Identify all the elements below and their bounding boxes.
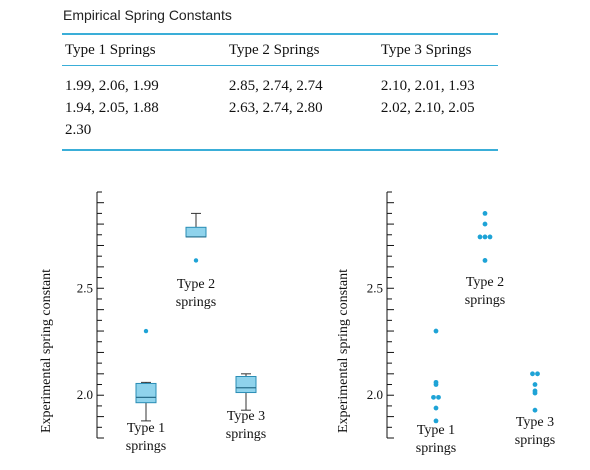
data-point <box>532 388 538 394</box>
group-label: springs <box>126 439 166 454</box>
y-tick-label: 2.5 <box>77 280 93 295</box>
header-type1: Type 1 Springs <box>65 41 156 58</box>
data-point <box>530 371 535 377</box>
group-label: springs <box>465 293 505 308</box>
group-label: springs <box>226 427 266 442</box>
group-label: springs <box>176 295 216 310</box>
table-caption: Empirical Spring Constants <box>63 7 232 23</box>
header-type3: Type 3 Springs <box>380 41 472 58</box>
data-point <box>482 210 488 216</box>
table-row: 1.99, 2.06, 1.99 1.94, 2.05, 1.88 2.30 2… <box>62 66 498 149</box>
spring-constants-table: Type 1 Springs Type 2 Springs Type 3 Spr… <box>62 33 498 151</box>
y-tick-label: 2.0 <box>367 387 383 402</box>
table-header-rule <box>62 65 498 66</box>
box-iqr <box>135 382 157 404</box>
group-label: Type 2 <box>466 275 504 290</box>
outlier-point <box>143 328 149 334</box>
data-point <box>433 405 439 411</box>
box-iqr <box>235 376 257 394</box>
group-label: Type 3 <box>516 415 554 430</box>
group-label: Type 2 <box>177 277 215 292</box>
cell-type3-values: 2.10, 2.01, 1.93 2.02, 2.10, 2.05 <box>380 78 475 116</box>
table-header-row: Type 1 Springs Type 2 Springs Type 3 Spr… <box>62 35 498 65</box>
group-label: springs <box>416 441 456 456</box>
outlier-point <box>193 258 199 263</box>
data-point <box>482 258 488 263</box>
data-point <box>477 234 483 240</box>
box-iqr <box>185 226 207 238</box>
data-point <box>436 394 441 400</box>
data-point <box>487 234 493 240</box>
data-point <box>433 382 439 387</box>
table-top-rule <box>62 33 498 35</box>
y-tick-label: 2.5 <box>367 280 383 295</box>
header-type2: Type 2 Springs <box>228 41 320 58</box>
data-point <box>433 418 439 424</box>
y-tick-label: 2.0 <box>77 387 93 402</box>
data-point <box>433 328 439 334</box>
data-point <box>482 221 488 227</box>
group-label: Type 1 <box>127 421 165 436</box>
cell-type1-values: 1.99, 2.06, 1.99 1.94, 2.05, 1.88 2.30 <box>65 78 159 138</box>
cell-type2-values: 2.85, 2.74, 2.74 2.63, 2.74, 2.80 <box>228 78 323 116</box>
y-axis-label: Experimental spring constant <box>336 269 351 433</box>
table-bottom-rule <box>62 149 498 151</box>
data-point <box>532 407 538 413</box>
group-label: springs <box>515 433 555 448</box>
data-point <box>482 234 488 240</box>
data-point <box>532 382 538 387</box>
data-point <box>535 371 540 377</box>
group-label: Type 1 <box>417 423 455 438</box>
group-label: Type 3 <box>227 409 265 424</box>
data-point <box>431 394 436 400</box>
y-axis-label: Experimental spring constant <box>39 269 54 433</box>
